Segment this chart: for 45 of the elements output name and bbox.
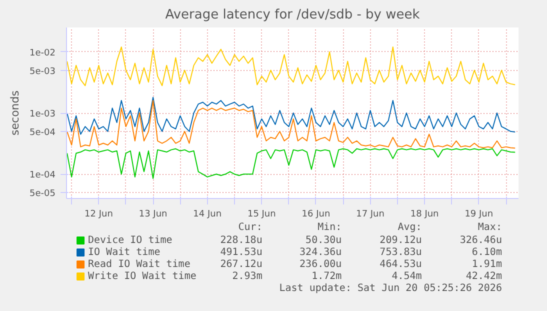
text: Max: — [478, 222, 502, 233]
text: 2.93m — [232, 271, 262, 282]
text: 491.53u — [220, 247, 262, 258]
legend-label: Read IO Wait time — [88, 259, 190, 270]
text: Min: — [318, 222, 342, 233]
x-tick-label: 16 Jun — [302, 210, 330, 220]
text: 50.30u — [306, 235, 342, 246]
text: 324.36u — [300, 247, 342, 258]
x-tick-label: 18 Jun — [410, 210, 439, 220]
text: 464.53u — [380, 259, 422, 270]
text: 753.83u — [380, 247, 422, 258]
x-tick-label: 14 Jun — [193, 210, 222, 220]
line-series — [66, 100, 516, 149]
x-tick-label: 19 Jun — [464, 210, 494, 220]
y-axis-title: seconds — [8, 90, 22, 136]
y-tick-label: 1e-02 — [30, 48, 56, 58]
x-tick-label: 15 Jun — [247, 210, 276, 220]
text: 1.91m — [472, 259, 502, 270]
x-tick-label: 12 Jun — [84, 210, 113, 220]
text: 326.46u — [460, 235, 502, 246]
legend-label: Write IO Wait time — [88, 271, 196, 282]
text: 6.10m — [472, 247, 502, 258]
y-tick-label: 1e-04 — [30, 170, 56, 181]
y-tick-label: 5e-04 — [30, 128, 56, 138]
line-series — [66, 46, 516, 86]
x-tick-label: 17 Jun — [356, 210, 384, 220]
text: 228.18u — [220, 235, 262, 246]
y-tick-label: 5e-05 — [30, 189, 56, 200]
x-tick-label: 13 Jun — [138, 210, 168, 220]
y-tick-label: 1e-03 — [30, 110, 56, 120]
text: Avg: — [398, 222, 422, 233]
line-series — [66, 96, 516, 135]
y-tick-label: 5e-03 — [30, 66, 56, 77]
text: 267.12u — [220, 259, 262, 270]
chart-title: Average latency for /dev/sdb - by week — [165, 8, 420, 22]
text: 209.12u — [380, 235, 422, 246]
text: Last update: Sat Jun 20 05:25:26 2026 — [279, 283, 502, 294]
line-series — [66, 148, 516, 179]
text: Cur: — [238, 222, 262, 233]
text: 4.54m — [392, 271, 422, 282]
text: 236.00u — [300, 259, 342, 270]
text: 42.42m — [466, 271, 502, 282]
text: 1.72m — [312, 271, 342, 282]
legend-label: Device IO time — [88, 235, 172, 246]
legend-label: IO Wait time — [88, 247, 160, 258]
